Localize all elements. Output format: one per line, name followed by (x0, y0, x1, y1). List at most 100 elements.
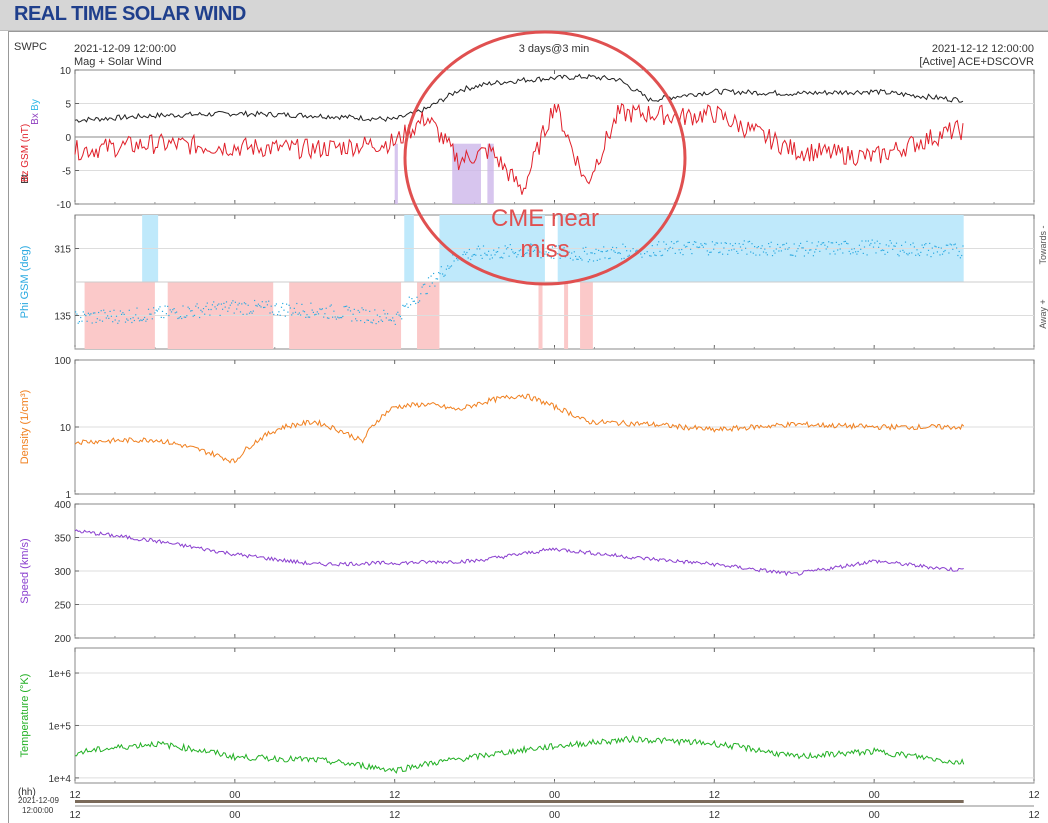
phi-point (251, 312, 253, 314)
phi-point (615, 247, 618, 249)
phi-point (514, 252, 517, 254)
phi-point (925, 243, 927, 245)
phi-point (851, 248, 853, 250)
phi-point (475, 254, 477, 256)
phi-point (334, 316, 336, 318)
phi-point (897, 253, 899, 256)
phi-point (329, 305, 331, 307)
phi-point (884, 253, 886, 255)
phi-point (509, 244, 511, 246)
phi-point (875, 252, 877, 254)
phi-point (117, 322, 119, 324)
phi-point (338, 317, 340, 319)
phi-point (664, 248, 666, 250)
phi-point (219, 314, 221, 316)
phi-point (347, 309, 349, 311)
phi-point (700, 243, 702, 245)
phi-point (473, 253, 476, 256)
phi-point (86, 320, 88, 322)
phi-point (840, 243, 843, 245)
phi-point (812, 255, 814, 257)
phi-point (773, 250, 775, 252)
phi-point (628, 254, 630, 256)
phi-point (534, 249, 536, 251)
phi-point (618, 252, 620, 254)
speed-line (74, 529, 964, 577)
phi-point (541, 252, 543, 254)
phi-point (76, 313, 78, 315)
phi-point (904, 241, 907, 243)
phi-point (612, 246, 614, 248)
phi-point (523, 254, 525, 256)
phi-point (725, 242, 727, 244)
phi-point (715, 242, 717, 244)
phi-point (389, 319, 391, 321)
y-axis-label-3: Density (1/cm³) (19, 390, 31, 465)
phi-point (132, 317, 134, 319)
mag-ylabel-part: Bt (20, 174, 31, 184)
cme-label-line2: miss (520, 236, 569, 263)
header-org: SWPC (14, 41, 47, 53)
phi-point (456, 257, 458, 260)
phi-point (557, 253, 559, 255)
phi-point (431, 282, 433, 284)
phi-point (438, 272, 440, 274)
phi-point (287, 311, 289, 313)
phi-point (433, 272, 435, 275)
phi-point (742, 243, 744, 245)
phi-point (283, 309, 285, 311)
phi-point (516, 256, 518, 258)
hh-label: (hh) (18, 787, 36, 798)
phi-point (953, 244, 955, 246)
phi-point (957, 254, 959, 257)
phi-point (632, 248, 634, 250)
phi-point (550, 257, 552, 259)
x-tick-label-bottom: 00 (229, 810, 241, 821)
phi-point (861, 240, 863, 242)
y-tick-label-3: 100 (54, 356, 71, 367)
phi-point (231, 302, 233, 304)
y-axis-label-5: Temperature (°K) (19, 674, 31, 758)
bx-shade (487, 143, 494, 204)
phi-point (388, 319, 390, 321)
phi-point (601, 251, 603, 253)
phi-point (802, 247, 804, 249)
phi-point (727, 253, 729, 255)
phi-point (142, 318, 144, 320)
phi-point (649, 255, 651, 257)
phi-point (261, 301, 263, 303)
mag-ylabel-part: Bz GSM (nT) (20, 124, 31, 182)
phi-point (159, 306, 161, 308)
header-start-time: 2021-12-09 12:00:00 (74, 43, 176, 55)
phi-point (929, 242, 931, 244)
phi-point (138, 320, 141, 322)
phi-point (779, 246, 781, 248)
phi-point (553, 257, 555, 259)
phi-point (683, 244, 685, 246)
phi-point (653, 252, 655, 254)
phi-point (223, 302, 225, 304)
phi-point (90, 313, 92, 315)
phi-point (707, 254, 710, 256)
phi-point (378, 321, 380, 323)
phi-point (665, 243, 667, 245)
phi-point (880, 250, 882, 252)
phi-point (443, 275, 445, 277)
phi-point (849, 253, 852, 255)
phi-point (128, 309, 130, 311)
x-tick-label-top: 12 (389, 790, 401, 801)
phi-point (624, 246, 626, 248)
phi-point (566, 254, 568, 256)
phi-point (846, 242, 848, 244)
phi-point (422, 284, 424, 286)
phi-point (917, 253, 919, 255)
phi-point (416, 296, 418, 298)
phi-point (196, 303, 198, 305)
phi-point (419, 300, 421, 302)
phi-point (599, 258, 601, 260)
phi-point (621, 258, 623, 260)
phi-point (193, 314, 196, 316)
phi-point (927, 249, 930, 251)
y-tick-label-1: -5 (62, 167, 71, 178)
phi-point (271, 311, 274, 313)
